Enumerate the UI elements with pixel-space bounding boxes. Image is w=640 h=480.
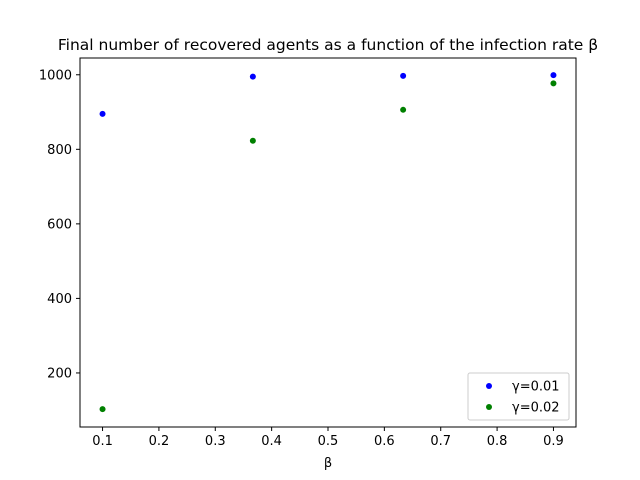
data-point-series-1 (400, 72, 407, 79)
x-tick-label: 0.9 (543, 434, 564, 449)
data-point-series-2 (249, 137, 256, 144)
x-tick-label: 0.2 (149, 434, 170, 449)
y-axis-ticks: 200 400 600 800 1000 (39, 68, 80, 381)
y-tick-label: 600 (47, 217, 72, 232)
x-axis-label: β (324, 456, 332, 471)
legend-marker (486, 383, 492, 389)
y-tick-label: 400 (47, 292, 72, 307)
plot-area (79, 57, 577, 428)
legend-label: γ=0.02 (512, 401, 560, 416)
x-tick-label: 0.3 (205, 434, 226, 449)
y-tick-label: 800 (47, 143, 72, 158)
data-point-series-2 (550, 80, 557, 87)
data-point-series-1 (249, 73, 256, 80)
x-tick-label: 0.6 (374, 434, 395, 449)
x-tick-label: 0.5 (318, 434, 339, 449)
plot-frame (79, 57, 577, 428)
data-point-series-2 (400, 106, 407, 113)
data-points (99, 72, 557, 413)
data-point-series-1 (550, 72, 557, 79)
x-axis-ticks: 0.1 0.2 0.3 0.4 0.5 0.6 0.7 0.8 0.9 (92, 427, 564, 449)
x-tick-label: 0.7 (430, 434, 451, 449)
legend-label: γ=0.01 (512, 380, 560, 395)
x-tick-label: 0.8 (487, 434, 508, 449)
data-point-series-1 (99, 110, 106, 117)
data-point-series-2 (99, 406, 106, 413)
legend-box (467, 372, 570, 421)
legend: γ=0.01 γ=0.02 (467, 372, 570, 421)
legend-marker (486, 404, 492, 410)
x-tick-label: 0.4 (261, 434, 282, 449)
x-tick-label: 0.1 (92, 434, 113, 449)
y-tick-label: 200 (47, 366, 72, 381)
chart-title: Final number of recovered agents as a fu… (58, 36, 598, 54)
y-tick-label: 1000 (39, 68, 72, 83)
